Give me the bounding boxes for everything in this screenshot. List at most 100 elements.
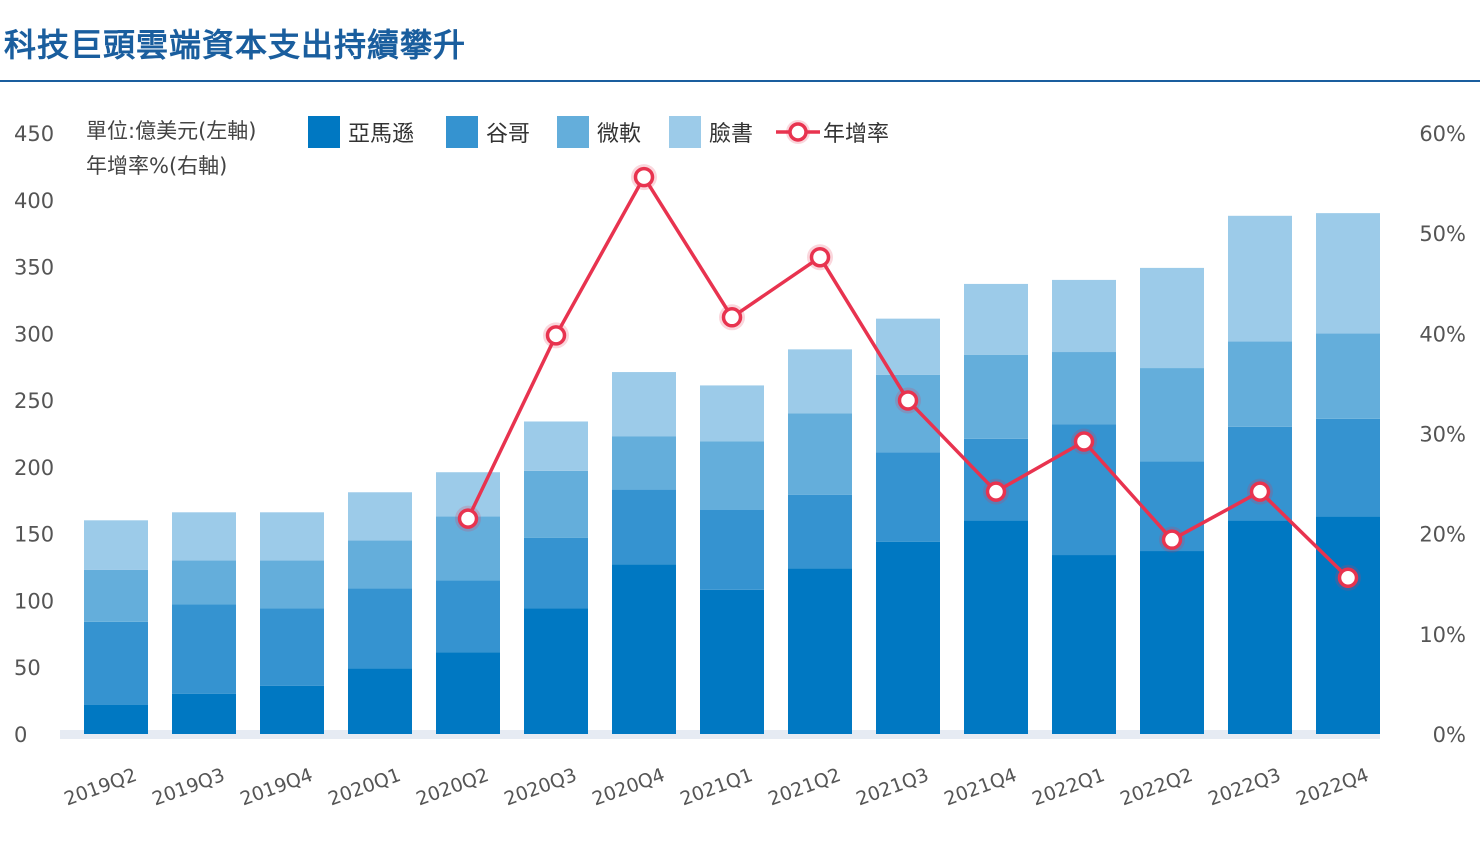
bar-segment-1 xyxy=(788,568,852,734)
growth-point xyxy=(1337,567,1359,588)
unit-note-right: 年增率%(右軸) xyxy=(86,154,227,178)
growth-point xyxy=(897,390,919,411)
legend-point-marker xyxy=(788,122,808,142)
bar-segment-3 xyxy=(172,560,236,605)
bar-segment-1 xyxy=(612,564,676,734)
x-tick-label: 2019Q2 xyxy=(61,764,139,810)
bar-segment-1 xyxy=(436,652,500,734)
legend-label-2: 谷哥 xyxy=(486,122,530,147)
y-right-tick-label: 20% xyxy=(1419,523,1466,547)
y-left-tick-label: 200 xyxy=(14,456,54,480)
bar-segment-3 xyxy=(1140,368,1204,462)
page-title: 科技巨頭雲端資本支出持續攀升 xyxy=(4,26,467,64)
legend-label-line: 年增率 xyxy=(823,122,889,147)
x-tick-label: 2020Q4 xyxy=(589,764,667,810)
y-right-tick-label: 0% xyxy=(1433,723,1466,747)
bar-segment-2 xyxy=(524,537,588,609)
y-right-tick-label: 50% xyxy=(1419,222,1466,246)
y-left-tick-label: 300 xyxy=(14,322,54,346)
x-tick-label: 2020Q2 xyxy=(413,764,491,810)
bar-segment-3 xyxy=(348,540,412,589)
bar-segment-4 xyxy=(84,520,148,570)
growth-point xyxy=(1249,481,1271,502)
bar-segment-4 xyxy=(964,283,1028,355)
y-left-tick-label: 100 xyxy=(14,589,54,613)
bar-segment-2 xyxy=(1228,426,1292,521)
bar-segment-3 xyxy=(612,436,676,490)
y-left-tick-label: 0 xyxy=(14,723,27,747)
legend-swatch-1 xyxy=(308,116,340,148)
bar-segment-4 xyxy=(172,512,236,561)
bar-segment-1 xyxy=(1140,551,1204,734)
bar-segment-1 xyxy=(1316,516,1380,734)
y-right-tick-label: 10% xyxy=(1419,623,1466,647)
legend-swatch-2 xyxy=(446,116,478,148)
legend-label-4: 臉書 xyxy=(709,122,753,147)
bar-segment-1 xyxy=(84,704,148,734)
bar-segment-2 xyxy=(172,604,236,694)
bar-segment-4 xyxy=(1316,213,1380,334)
y-right-tick-label: 40% xyxy=(1419,322,1466,346)
bar-segment-1 xyxy=(172,693,236,734)
bar-segment-2 xyxy=(436,580,500,653)
x-tick-label: 2021Q3 xyxy=(853,764,931,810)
bar-segment-2 xyxy=(788,494,852,569)
x-tick-label: 2019Q3 xyxy=(149,764,227,810)
bar-segment-2 xyxy=(612,489,676,565)
unit-note-left: 單位:億美元(左軸) xyxy=(86,119,256,143)
bar-segment-3 xyxy=(84,569,148,622)
bar-segment-1 xyxy=(1228,520,1292,734)
growth-point xyxy=(985,481,1007,502)
x-tick-label: 2020Q3 xyxy=(501,764,579,810)
legend-label-3: 微軟 xyxy=(597,122,641,147)
bar-segment-2 xyxy=(348,588,412,669)
x-tick-label: 2021Q2 xyxy=(765,764,843,810)
y-right-tick-label: 60% xyxy=(1419,122,1466,146)
y-left-tick-label: 50 xyxy=(14,656,41,680)
x-tick-label: 2021Q1 xyxy=(677,764,755,810)
bar-segment-4 xyxy=(1052,279,1116,353)
x-tick-label: 2021Q4 xyxy=(941,764,1019,810)
bar-segment-3 xyxy=(1052,352,1116,425)
bar-segment-3 xyxy=(876,374,940,453)
bar-segment-4 xyxy=(788,349,852,414)
bar-segment-1 xyxy=(700,589,764,734)
bar-segment-2 xyxy=(1316,418,1380,517)
bar-segment-4 xyxy=(524,421,588,471)
bar-segment-2 xyxy=(260,608,324,686)
bar-segment-3 xyxy=(524,470,588,538)
bar-segment-4 xyxy=(260,512,324,561)
bar-segment-1 xyxy=(876,541,940,734)
bar-segment-3 xyxy=(964,354,1028,439)
bar-segment-4 xyxy=(1140,267,1204,369)
x-tick-label: 2022Q3 xyxy=(1205,764,1283,810)
growth-point xyxy=(809,246,831,268)
legend-swatch-4 xyxy=(669,116,701,148)
bar-segment-1 xyxy=(524,608,588,734)
y-left-tick-label: 250 xyxy=(14,389,54,413)
bar-segment-3 xyxy=(1316,333,1380,419)
x-tick-label: 2022Q1 xyxy=(1029,764,1107,810)
bar-segment-3 xyxy=(1228,341,1292,427)
bar-segment-4 xyxy=(700,385,764,442)
bar-segment-3 xyxy=(260,560,324,609)
x-tick-label: 2022Q2 xyxy=(1117,764,1195,810)
growth-point xyxy=(1073,431,1095,452)
bar-segment-3 xyxy=(788,413,852,495)
bar-segment-4 xyxy=(1228,215,1292,342)
bar-segment-2 xyxy=(84,621,148,705)
legend-swatch-3 xyxy=(557,116,589,148)
growth-point xyxy=(1161,529,1183,550)
x-tick-label: 2020Q1 xyxy=(325,764,403,810)
y-left-tick-label: 150 xyxy=(14,523,54,547)
bar-segment-2 xyxy=(700,509,764,590)
growth-point xyxy=(545,325,567,346)
x-axis-baseline xyxy=(60,730,1380,739)
y-left-tick-label: 400 xyxy=(14,189,54,213)
bar-segment-1 xyxy=(964,520,1028,734)
growth-point xyxy=(721,307,743,328)
bar-segment-1 xyxy=(260,685,324,734)
y-right-tick-label: 30% xyxy=(1419,423,1466,447)
y-left-tick-label: 350 xyxy=(14,256,54,280)
